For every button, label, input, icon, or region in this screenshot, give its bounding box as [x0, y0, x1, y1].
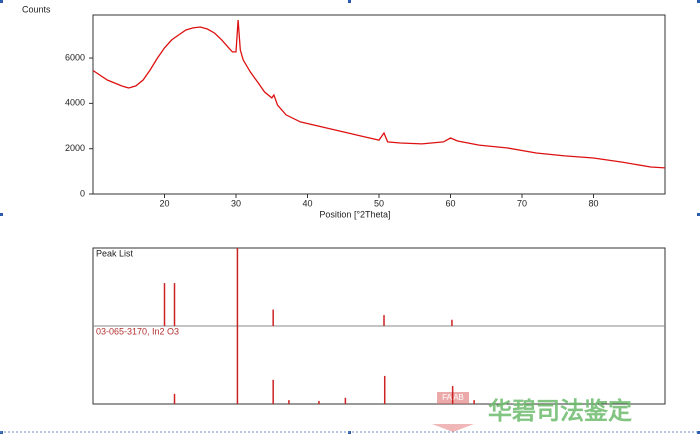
y-tick-label: 0 — [80, 188, 85, 198]
y-axis-label: Counts — [22, 4, 51, 14]
x-tick-label: 60 — [445, 198, 455, 208]
x-tick-label: 20 — [159, 198, 169, 208]
x-tick-label: 40 — [302, 198, 312, 208]
watermark-text: 华碧司法鉴定 — [488, 397, 632, 425]
y-tick-label: 4000 — [65, 98, 85, 108]
x-tick-label: 30 — [231, 198, 241, 208]
x-tick-label: 50 — [374, 198, 384, 208]
x-axis-label: Position [°2Theta] — [319, 209, 390, 219]
panel-label: 03-065-3170, In2 O3 — [96, 326, 179, 336]
y-tick-label: 2000 — [65, 143, 85, 153]
plot-frame — [92, 14, 666, 195]
data-line — [92, 19, 666, 169]
x-tick-label: 80 — [588, 198, 598, 208]
y-tick-label: 6000 — [65, 52, 85, 62]
x-tick-label: 70 — [517, 198, 527, 208]
panel-label: Peak List — [96, 248, 134, 258]
